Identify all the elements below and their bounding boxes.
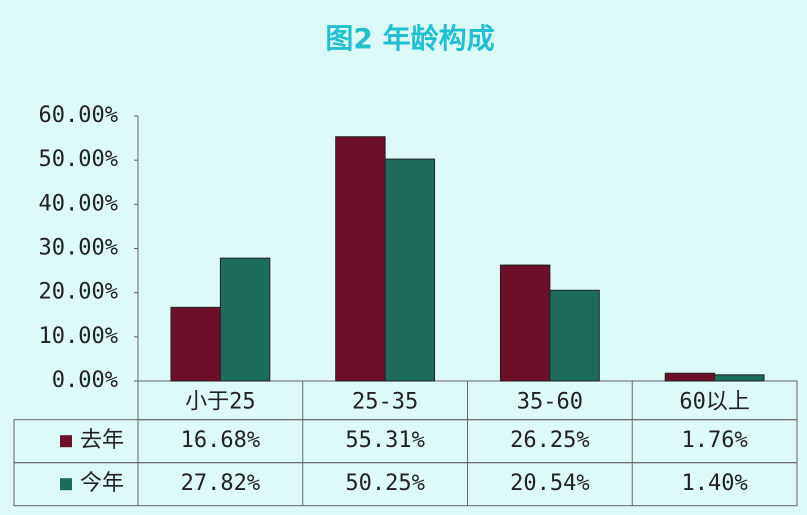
table-value: 50.25% <box>345 471 424 496</box>
legend-label: 今年 <box>80 471 124 496</box>
x-tick-label: 35-60 <box>517 389 583 414</box>
y-tick-label: 10.00% <box>39 324 118 349</box>
bar <box>549 289 600 382</box>
y-tick-label: 60.00% <box>39 103 118 128</box>
bar <box>335 136 386 382</box>
table-value: 1.40% <box>682 471 748 496</box>
bar <box>170 306 221 382</box>
bar <box>384 158 436 382</box>
legend-key <box>60 435 72 448</box>
y-tick-label: 30.00% <box>39 236 118 261</box>
table-value: 20.54% <box>510 471 589 496</box>
legend-key <box>60 478 72 491</box>
bar <box>664 372 716 382</box>
table-value: 1.76% <box>682 428 748 453</box>
legend-label: 去年 <box>80 428 124 453</box>
x-tick-label: 60以上 <box>679 389 750 414</box>
table-value: 16.68% <box>181 428 260 453</box>
bar <box>219 257 271 382</box>
table-row <box>13 462 798 507</box>
y-tick-label: 20.00% <box>39 280 118 305</box>
x-tick-label: 25-35 <box>352 389 418 414</box>
chart-title: 图2 年龄构成 <box>325 22 494 55</box>
table-value: 27.82% <box>181 471 260 496</box>
y-tick-label: 50.00% <box>39 147 118 172</box>
y-tick-label: 0.00% <box>52 368 118 393</box>
x-tick-label: 小于25 <box>185 389 256 414</box>
bar <box>499 264 551 382</box>
y-tick-label: 40.00% <box>39 191 118 216</box>
bar <box>714 374 765 382</box>
table-value: 26.25% <box>510 428 589 453</box>
table-value: 55.31% <box>345 428 424 453</box>
